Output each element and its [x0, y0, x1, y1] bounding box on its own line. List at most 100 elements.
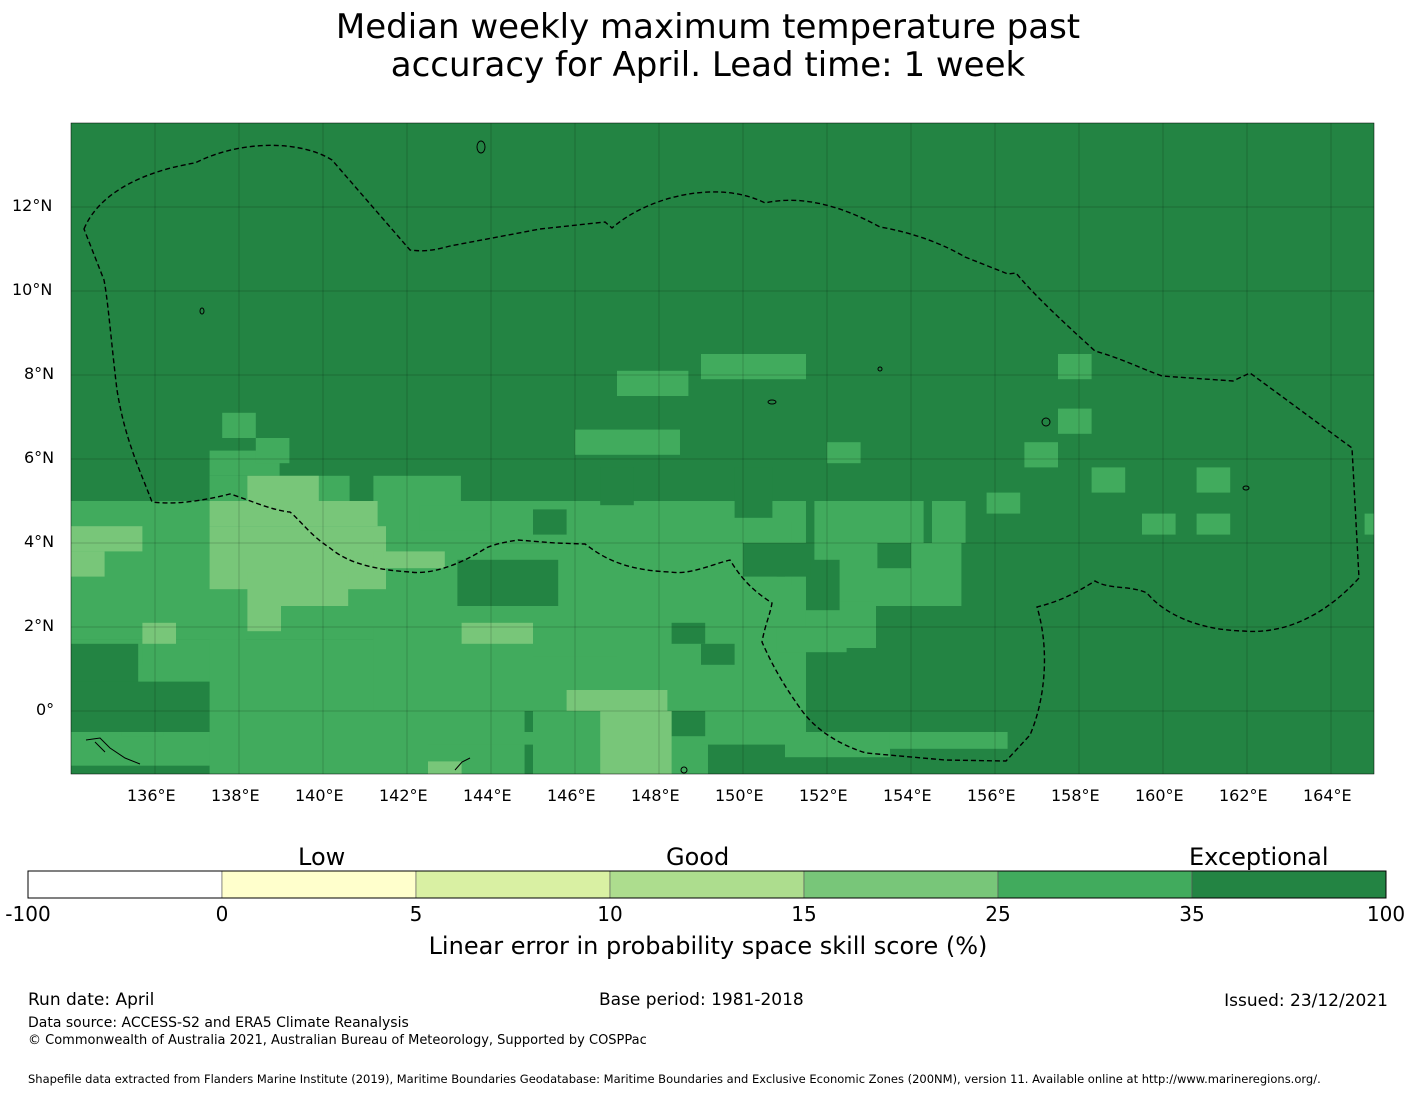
- grid-cell: [428, 732, 533, 745]
- lat-label-8n: 8°N: [24, 364, 55, 383]
- grid-cell: [806, 559, 840, 611]
- grid-cell: [255, 438, 290, 464]
- lon-label: 144°E: [463, 786, 512, 805]
- colorbar-label: Linear error in probability space skill …: [428, 932, 988, 960]
- grid-cell: [209, 501, 378, 527]
- copyright: © Commonwealth of Australia 2021, Austra…: [28, 1033, 647, 1048]
- eez-boundary: [83, 144, 1360, 762]
- quality-exceptional: Exceptional: [1189, 843, 1329, 871]
- grid-cell: [1196, 467, 1231, 493]
- colorbar-segment: [1191, 870, 1387, 899]
- lon-label: 164°E: [1303, 786, 1352, 805]
- grid-cell: [814, 501, 924, 543]
- grid-cell: [890, 732, 1008, 749]
- shapefile-credit: Shapefile data extracted from Flanders M…: [28, 1072, 1321, 1086]
- quality-good: Good: [666, 843, 730, 871]
- grid-cell: [734, 467, 773, 518]
- grid-cell: [671, 622, 706, 644]
- grid-cell: [71, 551, 105, 577]
- colorbar-segment: [609, 870, 805, 899]
- grid-cell: [566, 690, 668, 711]
- grid-cell: [827, 442, 861, 464]
- island-outline: [877, 366, 883, 372]
- lon-label: 136°E: [127, 786, 176, 805]
- island-outline: [199, 307, 205, 315]
- chart-title-line1: Median weekly maximum temperature past: [335, 7, 1081, 47]
- grid-cell: [247, 475, 319, 501]
- grid-cell: [1196, 513, 1231, 535]
- grid-cell: [461, 622, 533, 644]
- colorbar-frame: [27, 870, 1387, 899]
- grid-cell: [1142, 513, 1176, 535]
- grid-cell: [247, 606, 281, 632]
- coastline: [85, 737, 141, 765]
- colorbar-tick: 10: [597, 902, 623, 926]
- run-date: Run date: April: [28, 990, 155, 1010]
- grid-cell: [71, 732, 210, 766]
- issued-date: Issued: 23/12/2021: [1224, 991, 1388, 1011]
- lon-label: 162°E: [1219, 786, 1268, 805]
- grid-cell: [247, 572, 349, 606]
- lat-label-0: 0°: [36, 700, 55, 719]
- grid-cell: [457, 559, 559, 606]
- lon-label: 140°E: [295, 786, 344, 805]
- lon-label: 146°E: [547, 786, 596, 805]
- lat-label-10n: 10°N: [12, 280, 53, 299]
- grid-cell: [701, 643, 735, 665]
- grid-cell: [1058, 408, 1092, 434]
- lon-label: 150°E: [715, 786, 764, 805]
- colorbar-segment: [415, 870, 611, 899]
- island-outline: [767, 399, 777, 405]
- map-grid-cells: [71, 123, 1374, 774]
- lon-label: 152°E: [799, 786, 848, 805]
- map-gridlines: [71, 123, 1374, 774]
- colorbar-tick: 5: [409, 902, 423, 926]
- grid-cell: [71, 681, 210, 732]
- colorbar-segment: [27, 870, 223, 899]
- quality-low: Low: [298, 843, 346, 871]
- data-source: Data source: ACCESS-S2 and ERA5 Climate …: [28, 1015, 409, 1031]
- island-outline: [1041, 417, 1051, 427]
- colorbar-segment: [221, 870, 417, 899]
- island-outline: [476, 140, 486, 154]
- grid-cell: [575, 429, 680, 455]
- island-outline: [1242, 485, 1250, 491]
- grid-cell: [617, 370, 689, 396]
- lon-label: 142°E: [379, 786, 428, 805]
- grid-cell: [932, 501, 966, 543]
- chart-title-line2: accuracy for April. Lead time: 1 week: [390, 45, 1026, 85]
- colorbar: [27, 870, 1387, 899]
- colorbar-tick: 35: [1179, 902, 1205, 926]
- grid-cell: [533, 509, 567, 535]
- lon-label: 148°E: [631, 786, 680, 805]
- lon-label: 154°E: [883, 786, 932, 805]
- colorbar-segment: [997, 870, 1193, 899]
- lon-label: 138°E: [211, 786, 260, 805]
- grid-cell: [428, 761, 462, 774]
- base-period: Base period: 1981-2018: [599, 990, 804, 1010]
- island-outline: [680, 766, 688, 774]
- grid-cell: [419, 505, 490, 531]
- map-frame: [70, 122, 1375, 775]
- colorbar-tick: -100: [5, 902, 51, 926]
- lat-label-2n: 2°N: [24, 616, 55, 635]
- grid-cell: [600, 467, 634, 506]
- lon-label: 160°E: [1135, 786, 1184, 805]
- lon-label: 156°E: [967, 786, 1016, 805]
- coastline: [454, 757, 471, 771]
- island-outlines: [199, 140, 1250, 774]
- grid-cell: [1058, 354, 1092, 380]
- lon-label: 158°E: [1051, 786, 1100, 805]
- coastline-features: [85, 737, 471, 771]
- grid-cell: [222, 412, 256, 438]
- lat-label-12n: 12°N: [12, 196, 53, 215]
- grid-cell: [701, 354, 806, 380]
- grid-cell: [1024, 442, 1058, 468]
- lat-label-4n: 4°N: [24, 532, 55, 551]
- grid-cell: [1091, 467, 1126, 493]
- grid-cell: [600, 711, 672, 774]
- grid-cell: [142, 622, 176, 644]
- grid-cell: [373, 475, 461, 501]
- colorbar-tick: 15: [791, 902, 817, 926]
